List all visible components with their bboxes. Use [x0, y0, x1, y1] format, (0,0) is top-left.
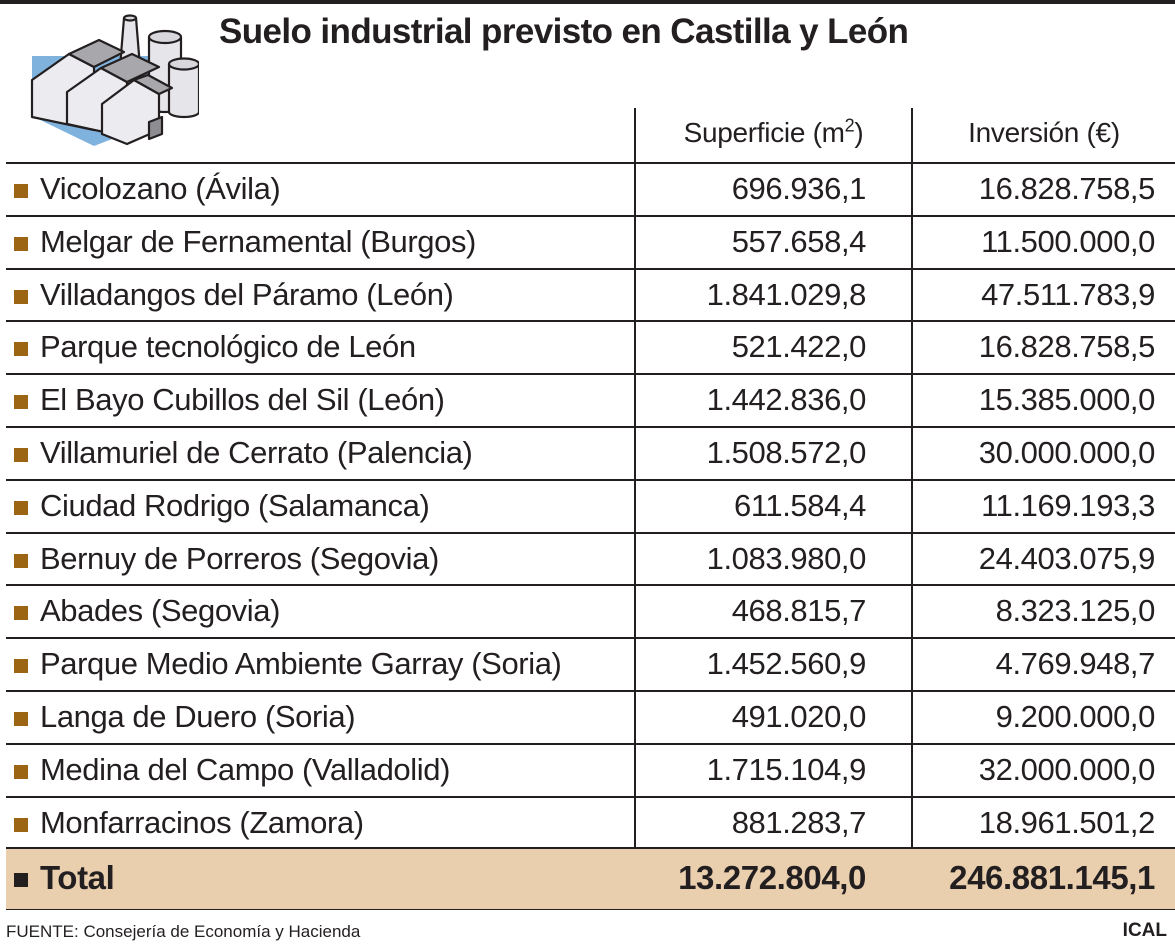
bullet-square [14, 500, 28, 515]
column-header-text: ) [854, 117, 864, 148]
superficie-value: 881.283,7 [731, 804, 867, 840]
superficie-value: 13.272.804,0 [678, 859, 866, 896]
bullet-square [14, 342, 28, 357]
inversion-value: 16.828.758,5 [978, 329, 1156, 365]
bullet-square [14, 553, 28, 568]
source-note: FUENTE: Consejería de Economía y Haciend… [6, 922, 361, 941]
row-name: Langa de Duero (Soria) [40, 699, 356, 734]
inversion-value: 11.500.000,0 [981, 223, 1155, 259]
row-divider [6, 426, 1175, 428]
factory-icon [30, 14, 199, 146]
row-name: Monfarracinos (Zamora) [40, 804, 364, 840]
table-bottom-rule [6, 908, 1175, 910]
table-row: Ciudad Rodrigo (Salamanca) 611.584,4 11.16… [6, 480, 1175, 533]
table-row: Melgar de Fernamental (Burgos) 557.658,4 1… [6, 216, 1175, 269]
row-name: Bernuy de Porreros (Segovia) [40, 540, 439, 576]
bullet-square [14, 448, 28, 462]
total-row: Total 13.272.804,0 246.881.145,1 [6, 849, 1175, 909]
bullet-square [14, 236, 28, 251]
inversion-value: 4.769.948,7 [995, 646, 1156, 682]
bullet-square [14, 764, 28, 779]
row-divider [6, 478, 1175, 481]
table-row: Villadangos del Páramo (León) 1.841.029,8… [6, 269, 1175, 322]
row-name: Villadangos del Páramo (León) [40, 276, 454, 312]
row-name: Ciudad Rodrigo (Salamanca) [40, 487, 430, 523]
bullet-square [14, 289, 28, 304]
table-row: El Bayo Cubillos del Sil (León) 1.442.836… [6, 374, 1175, 427]
inversion-value: 16.828.758,5 [978, 171, 1156, 206]
table-row: Villamuriel de Cerrato (Palencia) 1.508.5… [6, 427, 1175, 480]
inversion-value: 30.000.000,0 [978, 435, 1156, 470]
inversion-value: 8.323.125,0 [995, 593, 1156, 629]
row-name: Vicolozano (Ávila) [40, 171, 281, 206]
row-divider [6, 795, 1175, 798]
superficie-value: 611.584,4 [733, 487, 866, 523]
row-divider [6, 214, 1175, 217]
row-divider [6, 637, 1175, 640]
inversion-value: 32.000.000,0 [978, 751, 1156, 787]
row-divider [6, 162, 1175, 164]
column-header-superficie: Superficie (m2) [636, 112, 911, 162]
column-divider [634, 108, 636, 910]
table-row: Langa de Duero (Soria) 491.020,0 9.200.000… [6, 691, 1175, 744]
bullet-square [14, 873, 28, 887]
column-header-inversion: Inversión (€) [968, 117, 1120, 148]
bullet-square [14, 712, 28, 726]
row-divider [6, 320, 1175, 323]
row-divider [6, 373, 1175, 376]
superficie-value: 1.083.980,0 [706, 540, 867, 576]
bullet-square [14, 184, 28, 198]
inversion-value: 246.881.145,1 [949, 859, 1155, 896]
credit: ICAL [1122, 920, 1167, 941]
superscript: 2 [844, 115, 855, 136]
table-row: Abades (Segovia) 468.815,7 8.323.125,0 [6, 585, 1175, 638]
inversion-value: 24.403.075,9 [978, 540, 1156, 576]
inversion-value: 15.385.000,0 [978, 382, 1156, 418]
bullet-square [14, 659, 28, 674]
row-name: Medina del Campo (Valladolid) [40, 751, 450, 787]
superficie-value: 491.020,0 [731, 699, 867, 734]
inversion-value: 11.169.193,3 [981, 487, 1155, 523]
row-name: Melgar de Fernamental (Burgos) [40, 223, 476, 259]
row-divider [6, 584, 1175, 587]
superficie-value: 1.508.572,0 [706, 435, 867, 470]
inversion-value: 47.511.783,9 [981, 276, 1155, 312]
row-name: Parque tecnológico de León [40, 329, 416, 365]
row-name: Villamuriel de Cerrato (Palencia) [40, 435, 473, 470]
row-divider [6, 847, 1175, 849]
row-name: Parque Medio Ambiente Garray (Soria) [40, 646, 562, 682]
column-divider [911, 108, 913, 910]
superficie-value: 696.936,1 [731, 171, 867, 206]
bullet-square [14, 817, 28, 832]
table-row: Parque tecnológico de León 521.422,0 16.82… [6, 321, 1175, 374]
table-row: Parque Medio Ambiente Garray (Soria) 1.45… [6, 638, 1175, 691]
row-name: El Bayo Cubillos del Sil (León) [40, 382, 445, 418]
row-name: Abades (Segovia) [40, 593, 281, 629]
superficie-value: 1.715.104,9 [706, 751, 867, 787]
row-name: Total [40, 859, 115, 896]
row-divider [6, 531, 1175, 534]
superficie-value: 1.841.029,8 [706, 276, 867, 312]
column-header-text: Superficie (m [683, 117, 845, 148]
top-rule [0, 0, 1175, 4]
superficie-value: 1.442.836,0 [706, 382, 867, 418]
bullet-square [14, 395, 28, 410]
row-divider [6, 690, 1175, 692]
inversion-value: 18.961.501,2 [978, 804, 1156, 840]
table-row: Bernuy de Porreros (Segovia) 1.083.980,0 2… [6, 533, 1175, 586]
table-row: Vicolozano (Ávila) 696.936,1 16.828.758,5 [6, 163, 1175, 216]
table-row: Monfarracinos (Zamora) 881.283,7 18.961.50… [6, 797, 1175, 850]
superficie-value: 521.422,0 [731, 329, 867, 365]
bullet-square [14, 606, 28, 621]
row-divider [6, 267, 1175, 270]
inversion-value: 9.200.000,0 [995, 699, 1156, 734]
page-title: Suelo industrial previsto en Castilla y … [219, 12, 909, 51]
superficie-value: 557.658,4 [731, 223, 867, 259]
superficie-value: 1.452.560,9 [706, 646, 867, 682]
row-divider [6, 742, 1175, 745]
table-row: Medina del Campo (Valladolid) 1.715.104,9… [6, 744, 1175, 797]
superficie-value: 468.815,7 [731, 593, 867, 629]
